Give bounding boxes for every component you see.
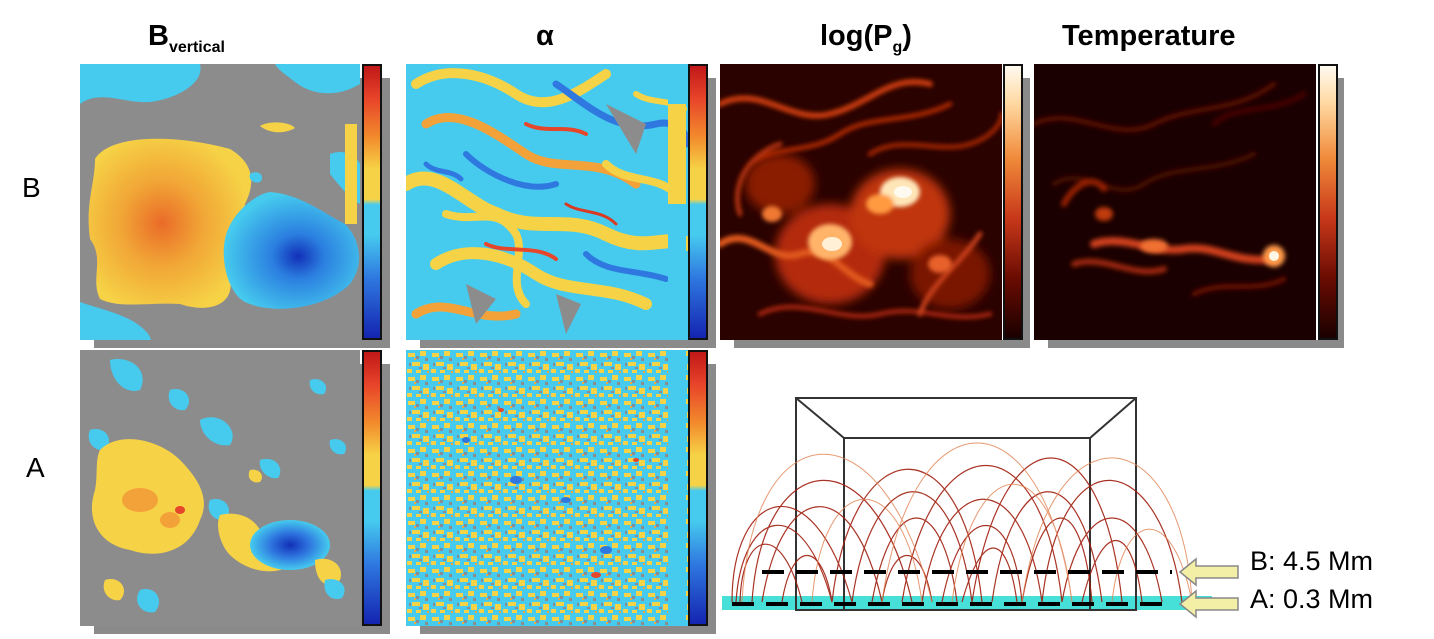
alpha-map-b xyxy=(406,64,695,340)
colorbar xyxy=(688,350,708,626)
title-log-pg-sub: g xyxy=(892,38,903,56)
title-log-pg: log(Pg) xyxy=(820,20,912,57)
title-temperature-text: Temperature xyxy=(1062,20,1236,52)
title-b-vertical-main: B xyxy=(148,20,169,52)
arrow-icon xyxy=(1178,589,1239,619)
colorbar xyxy=(362,64,382,340)
title-log-pg-close: ) xyxy=(902,20,912,52)
colorbar xyxy=(688,64,708,340)
title-b-vertical: Bvertical xyxy=(148,20,225,57)
cube-front-face xyxy=(843,437,1091,611)
temperature-map-b xyxy=(1034,64,1334,340)
log-pg-map-b xyxy=(720,64,1020,340)
title-temperature: Temperature xyxy=(1062,20,1236,53)
field-line-cube xyxy=(722,397,1212,611)
colorbar xyxy=(1318,64,1338,340)
alpha-map-a xyxy=(406,350,688,626)
bvert-map-a xyxy=(80,350,360,626)
colorbar xyxy=(362,350,382,626)
bvert-map-b xyxy=(80,64,360,340)
title-alpha-text: α xyxy=(536,20,554,52)
title-b-vertical-sub: vertical xyxy=(168,38,225,56)
title-alpha: α xyxy=(536,20,554,53)
colorbar xyxy=(1003,64,1023,340)
height-label-b: B: 4.5 Mm xyxy=(1250,546,1374,576)
row-label-b: B xyxy=(22,172,41,203)
title-log-pg-main: log(P xyxy=(820,20,893,52)
height-label-a: A: 0.3 Mm xyxy=(1250,584,1374,614)
row-label-a: A xyxy=(26,452,45,483)
arrow-icon xyxy=(1178,557,1239,587)
